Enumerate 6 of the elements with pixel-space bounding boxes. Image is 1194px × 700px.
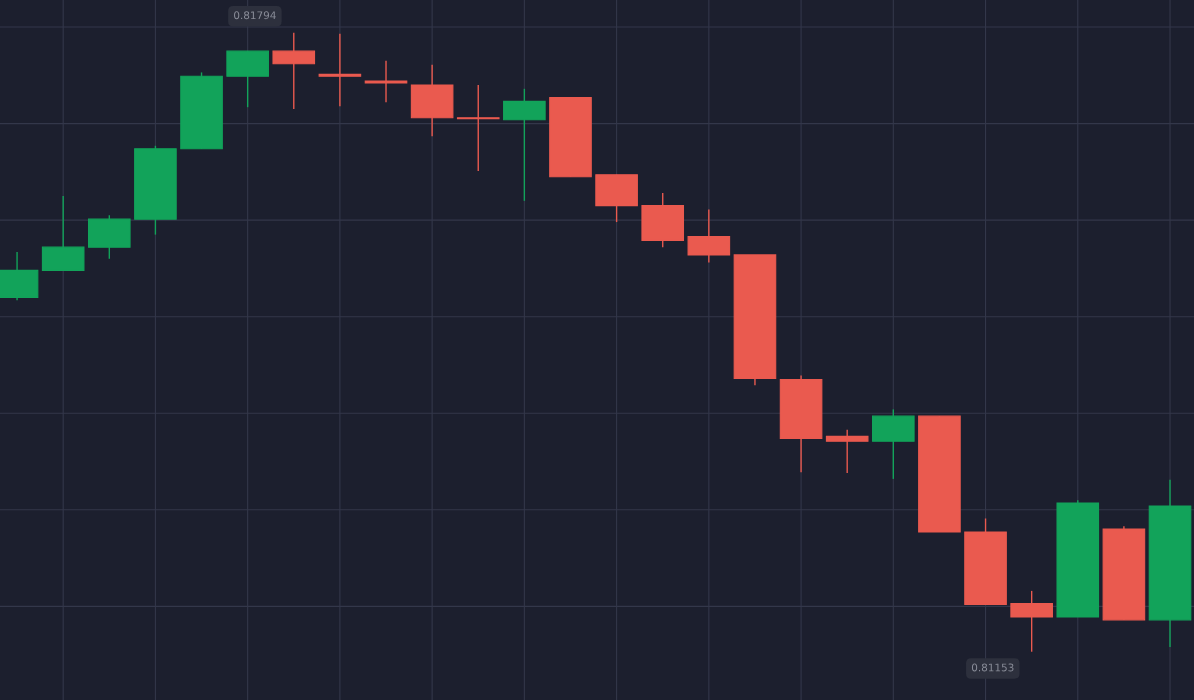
annotation: 0.81153 (971, 663, 1014, 672)
candlestick (364, 60, 408, 104)
annotation: 0.81794 (234, 11, 276, 20)
candlestick (825, 428, 869, 474)
candlestick (456, 84, 500, 172)
candlestick (318, 33, 362, 107)
